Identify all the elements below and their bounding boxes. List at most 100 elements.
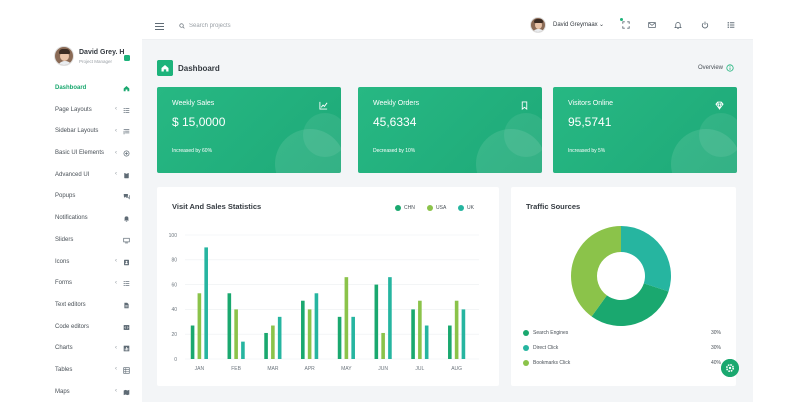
sidebar-item-charts[interactable]: Charts ‹	[40, 338, 142, 360]
x-tick-label: FEB	[231, 366, 241, 372]
bar-uk-feb	[241, 341, 245, 359]
stat-card-weekly-sales: Weekly Sales $ 15,0000 Increased by 60%	[157, 87, 341, 173]
sidebar-item-label: Icons	[55, 258, 70, 265]
sidebar-item-tables[interactable]: Tables ‹	[40, 360, 142, 382]
sidebar-item-dashboard[interactable]: Dashboard	[40, 78, 142, 100]
bar-usa-mar	[271, 325, 275, 359]
bar-chart: 0 20 40 60 80 100 JAN FEB MAR APR MAY JUN JUL AUG	[169, 233, 479, 372]
sidebar-item-text-editors[interactable]: Text editors	[40, 295, 142, 317]
menu-toggle-icon[interactable]	[155, 23, 164, 30]
sidebar-item-label: Tables	[55, 366, 73, 373]
bar-usa-aug	[454, 300, 459, 359]
legend-label: CHN	[404, 205, 415, 211]
y-tick-label: 20	[171, 332, 177, 338]
chevron-left-icon: ‹	[115, 106, 117, 113]
sidebar-item-popups[interactable]: Popups	[40, 186, 142, 208]
sidebar-item-forms[interactable]: Forms ‹	[40, 273, 142, 295]
chart-icon	[123, 345, 130, 352]
sidebar-item-label: Charts	[55, 345, 73, 352]
stat-subtext: Increased by 5%	[568, 148, 606, 154]
chart-title: Visit And Sales Statistics	[172, 202, 262, 211]
chart-line-icon	[319, 101, 328, 110]
x-tick-label: JUL	[415, 366, 424, 372]
x-tick-label: JAN	[195, 366, 205, 372]
sidebar-item-label: Basic UI Elements	[55, 150, 105, 157]
sidebar-item-label: Code editors	[55, 323, 90, 330]
page-title: Dashboard	[178, 64, 220, 73]
chevron-left-icon: ‹	[115, 171, 117, 178]
stat-card-weekly-orders: Weekly Orders 45,6334 Decreased by 10%	[358, 87, 542, 173]
sidebar-item-basic-ui-elements[interactable]: Basic UI Elements ‹	[40, 143, 142, 165]
sidebar-item-code-editors[interactable]: Code editors	[40, 317, 142, 339]
home-icon	[123, 86, 130, 92]
stat-title: Weekly Orders	[373, 100, 420, 107]
list-icon	[123, 107, 130, 113]
bar-chn-jan	[190, 325, 195, 359]
legend-label: USA	[436, 205, 447, 211]
header-user-name: David Greymaax	[553, 22, 598, 28]
traffic-source-row: Search Engines 30%	[523, 329, 721, 339]
bookmark-icon	[521, 101, 528, 110]
sidebar-item-sidebar-layouts[interactable]: Sidebar Layouts ‹	[40, 121, 142, 143]
sidebar-item-advanced-ui[interactable]: Advanced UI ‹	[40, 165, 142, 187]
home-icon	[157, 60, 173, 76]
bar-uk-jan	[204, 247, 208, 359]
sidebar-item-label: Sidebar Layouts	[55, 128, 99, 135]
bar-uk-jun	[388, 277, 392, 359]
sidebar-item-label: Forms	[55, 280, 72, 287]
top-bar: David Greymaax ⌄	[142, 8, 753, 40]
sidebar-item-sliders[interactable]: Sliders	[40, 230, 142, 252]
sidebar-item-icons[interactable]: Icons ‹	[40, 252, 142, 274]
source-label: Search Engines	[533, 330, 569, 336]
x-tick-label: JUN	[378, 366, 388, 372]
y-tick-label: 80	[171, 258, 177, 264]
visit-sales-chart-card: Visit And Sales Statistics CHN USA UK 0 2…	[157, 187, 499, 386]
sidebar-item-label: Popups	[55, 193, 76, 200]
overview-link[interactable]: Overview	[698, 65, 724, 71]
y-tick-label: 100	[169, 233, 178, 239]
bar-chn-mar	[264, 332, 268, 359]
sidebar-item-label: Notifications	[55, 215, 88, 222]
sidebar-item-maps[interactable]: Maps ‹	[40, 382, 142, 402]
sidebar-item-page-layouts[interactable]: Page Layouts ‹	[40, 100, 142, 122]
bar-uk-jul	[424, 325, 429, 359]
source-label: Direct Click	[533, 345, 559, 351]
mail-icon[interactable]	[648, 21, 656, 29]
bookmark-icon[interactable]	[124, 55, 130, 61]
sidebar-item-notifications[interactable]: Notifications	[40, 208, 142, 230]
sidebar-profile[interactable]: David Grey. H Project Manager	[54, 46, 134, 70]
bar-usa-jun	[381, 332, 385, 359]
bar-chn-jul	[411, 309, 415, 359]
y-tick-label: 40	[171, 307, 177, 313]
file-icon	[124, 302, 129, 309]
traffic-source-row: Bookmarks Click 40%	[523, 359, 721, 369]
search-icon	[179, 23, 185, 29]
plus-circle-icon	[123, 150, 130, 157]
fullscreen-icon[interactable]	[622, 21, 630, 29]
clipboard-icon	[124, 172, 129, 179]
table-icon	[123, 367, 130, 374]
list-icon[interactable]	[727, 21, 735, 29]
stat-value: 45,6334	[373, 115, 417, 129]
sidebar-item-label: Page Layouts	[55, 106, 92, 113]
power-icon[interactable]	[701, 21, 709, 29]
stat-title: Weekly Sales	[172, 100, 215, 107]
header-user-menu[interactable]: David Greymaax ⌄	[530, 17, 610, 37]
bar-chn-may	[337, 316, 342, 359]
info-icon[interactable]	[726, 64, 734, 72]
sidebar-menu: Dashboard Page Layouts ‹ Sidebar Layouts ‹ Ba…	[40, 78, 142, 402]
sidebar-item-label: Dashboard	[55, 85, 87, 91]
bar-usa-jan	[197, 293, 202, 359]
sidebar-item-label: Advanced UI	[55, 171, 90, 178]
settings-icon[interactable]	[721, 359, 739, 377]
search-input[interactable]	[189, 20, 309, 32]
bell-icon[interactable]	[674, 21, 682, 29]
sidebar-item-label: Text editors	[55, 301, 86, 308]
list-icon	[123, 281, 130, 287]
chevron-down-icon: ⌄	[599, 22, 605, 28]
chevron-left-icon: ‹	[115, 279, 117, 286]
bar-usa-jul	[418, 300, 422, 359]
source-percent: 30%	[710, 345, 721, 351]
user-card-icon	[124, 259, 129, 265]
